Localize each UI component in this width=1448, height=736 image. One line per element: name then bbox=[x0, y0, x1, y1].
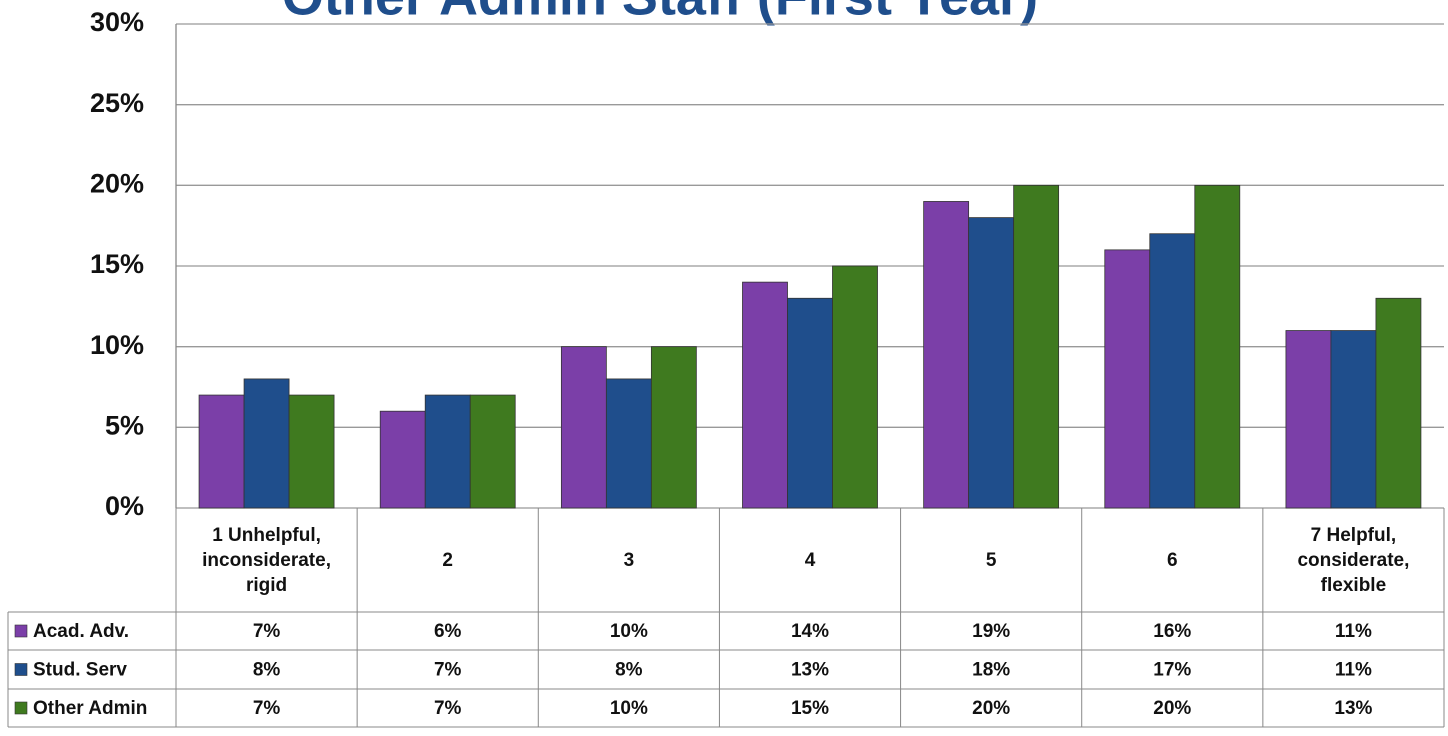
y-tick-label: 30% bbox=[90, 7, 144, 37]
data-label: 7% bbox=[253, 621, 281, 642]
chart-title: Other Admin Staff (First Year) bbox=[282, 0, 1038, 26]
legend-label: Stud. Serv bbox=[33, 660, 127, 681]
bar bbox=[1285, 330, 1332, 509]
bar bbox=[1013, 184, 1060, 509]
data-label: 6% bbox=[434, 621, 462, 642]
bar bbox=[923, 201, 970, 509]
y-tick-label: 5% bbox=[105, 410, 144, 440]
bar bbox=[832, 265, 878, 509]
x-tick-label: 3 bbox=[623, 549, 635, 571]
bar bbox=[288, 394, 335, 509]
x-tick-label: 7 Helpful, considerate, flexible bbox=[1297, 524, 1410, 596]
data-label: 10% bbox=[610, 621, 648, 642]
bar bbox=[650, 346, 697, 509]
bar bbox=[1375, 297, 1422, 509]
data-label: 20% bbox=[972, 698, 1010, 719]
data-label: 8% bbox=[615, 660, 643, 681]
bar bbox=[968, 217, 1015, 509]
legend-swatch bbox=[14, 663, 28, 676]
data-label: 17% bbox=[1153, 660, 1191, 681]
bar bbox=[243, 378, 290, 509]
bar bbox=[560, 346, 607, 509]
bar bbox=[1330, 330, 1377, 509]
bar bbox=[1149, 233, 1196, 509]
data-label: 8% bbox=[253, 660, 281, 681]
y-tick-label: 0% bbox=[105, 491, 144, 521]
bar bbox=[787, 297, 833, 509]
bar bbox=[1194, 184, 1241, 509]
legend-swatch bbox=[14, 701, 28, 715]
bar bbox=[742, 281, 788, 509]
data-label: 10% bbox=[610, 698, 648, 719]
y-tick-label: 10% bbox=[90, 330, 144, 360]
data-label: 11% bbox=[1335, 660, 1372, 681]
bar bbox=[424, 394, 471, 509]
x-tick-label: 1 Unhelpful, inconsiderate, rigid bbox=[202, 524, 331, 596]
data-label: 7% bbox=[434, 660, 462, 681]
x-tick-label: 6 bbox=[1166, 549, 1178, 571]
data-label: 7% bbox=[253, 698, 281, 719]
data-label: 13% bbox=[1334, 698, 1372, 719]
bar bbox=[379, 410, 426, 509]
bar bbox=[469, 394, 516, 509]
data-label: 16% bbox=[1153, 621, 1191, 642]
bar bbox=[198, 394, 245, 509]
data-label: 18% bbox=[972, 660, 1010, 681]
x-tick-label: 2 bbox=[442, 549, 453, 571]
data-label: 20% bbox=[1153, 698, 1191, 719]
data-label: 13% bbox=[791, 660, 829, 681]
data-label: 14% bbox=[791, 621, 829, 642]
data-label: 11% bbox=[1335, 621, 1372, 642]
bar bbox=[605, 378, 652, 509]
y-tick-label: 20% bbox=[90, 168, 144, 198]
y-tick-label: 15% bbox=[90, 249, 144, 279]
x-tick-label: 5 bbox=[985, 549, 997, 571]
data-label: 7% bbox=[434, 698, 462, 719]
x-tick-label: 4 bbox=[804, 549, 816, 571]
data-label: 15% bbox=[791, 698, 829, 719]
data-label: 19% bbox=[972, 621, 1010, 642]
y-tick-label: 25% bbox=[90, 88, 144, 118]
legend-swatch bbox=[14, 624, 28, 638]
legend-label: Acad. Adv. bbox=[33, 621, 129, 642]
legend-label: Other Admin bbox=[33, 698, 147, 719]
bar bbox=[1104, 249, 1151, 509]
